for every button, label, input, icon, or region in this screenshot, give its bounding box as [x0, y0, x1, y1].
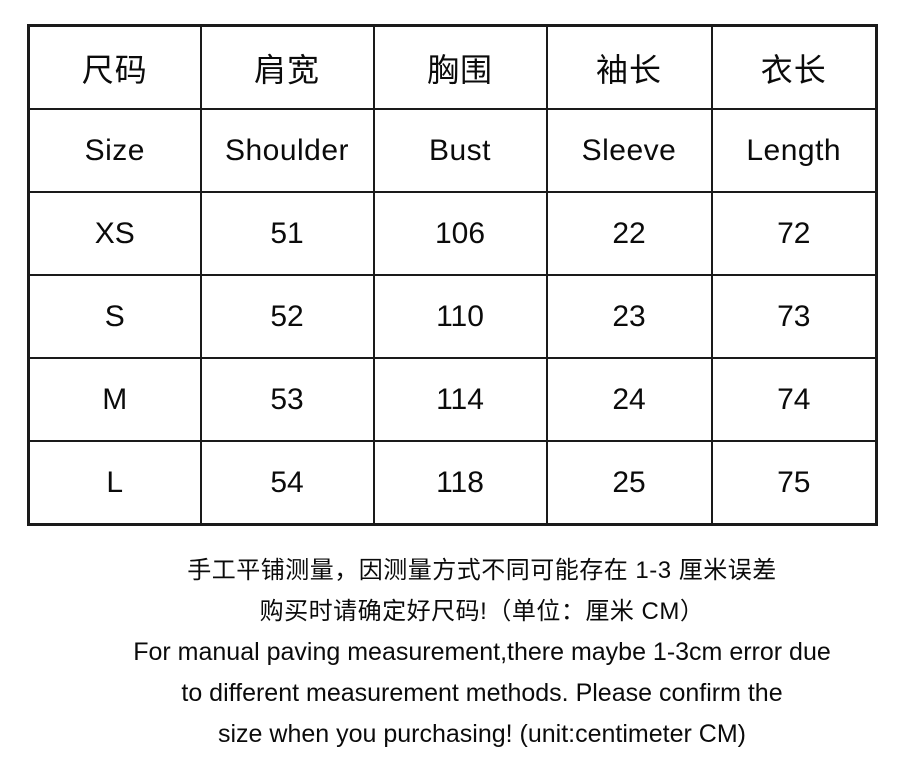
header-cn-bust: 胸围 — [372, 24, 548, 110]
note-line-en-3: size when you purchasing! (unit:centimet… — [217, 720, 746, 748]
header-en-shoulder: Shoulder — [199, 108, 375, 193]
cell-xs-sleeve: 22 — [545, 191, 713, 276]
cell-s-bust: 110 — [372, 274, 548, 359]
cell-l-shoulder: 54 — [199, 440, 375, 526]
note-line-en-1: For manual paving measurement,there mayb… — [133, 638, 831, 666]
cell-xs-length: 72 — [710, 191, 878, 276]
measurement-note: 手工平铺测量，因测量方式不同可能存在 1-3 厘米误差 购买时请确定好尺码!（单… — [64, 550, 900, 755]
size-chart-table-body: 尺码 肩宽 胸围 袖长 衣长 Size Shoulder Bust Sleeve… — [27, 24, 878, 526]
cell-xs-bust: 106 — [372, 191, 548, 276]
table-row-l: L 54 118 25 75 — [27, 440, 878, 526]
cell-m-length: 74 — [710, 357, 878, 442]
note-line-cn-1: 手工平铺测量，因测量方式不同可能存在 1-3 厘米误差 — [187, 557, 777, 584]
table-row-xs: XS 51 106 22 72 — [27, 191, 878, 276]
cell-xs-shoulder: 51 — [199, 191, 375, 276]
cell-s-size: S — [27, 274, 202, 359]
header-cn-sleeve: 袖长 — [545, 24, 713, 110]
header-cn-length: 衣长 — [710, 24, 878, 110]
header-en-length: Length — [710, 108, 878, 193]
note-line-cn-2: 购买时请确定好尺码!（单位：厘米 CM） — [259, 598, 705, 625]
cell-l-bust: 118 — [372, 440, 548, 526]
cell-s-length: 73 — [710, 274, 878, 359]
note-line-en-2: to different measurement methods. Please… — [181, 679, 783, 707]
cell-m-shoulder: 53 — [199, 357, 375, 442]
table-row-s: S 52 110 23 73 — [27, 274, 878, 359]
cell-m-size: M — [27, 357, 202, 442]
header-en-bust: Bust — [372, 108, 548, 193]
header-row-english: Size Shoulder Bust Sleeve Length — [27, 108, 878, 193]
cell-l-size: L — [27, 440, 202, 526]
cell-m-bust: 114 — [372, 357, 548, 442]
cell-s-sleeve: 23 — [545, 274, 713, 359]
header-en-sleeve: Sleeve — [545, 108, 713, 193]
header-cn-shoulder: 肩宽 — [199, 24, 375, 110]
cell-s-shoulder: 52 — [199, 274, 375, 359]
header-cn-size: 尺码 — [27, 24, 202, 110]
header-en-size: Size — [27, 108, 202, 193]
table-row-m: M 53 114 24 74 — [27, 357, 878, 442]
cell-xs-size: XS — [27, 191, 202, 276]
header-row-chinese: 尺码 肩宽 胸围 袖长 衣长 — [27, 24, 878, 110]
cell-l-sleeve: 25 — [545, 440, 713, 526]
cell-l-length: 75 — [710, 440, 878, 526]
cell-m-sleeve: 24 — [545, 357, 713, 442]
size-chart-table: 尺码 肩宽 胸围 袖长 衣长 Size Shoulder Bust Sleeve… — [27, 24, 878, 526]
